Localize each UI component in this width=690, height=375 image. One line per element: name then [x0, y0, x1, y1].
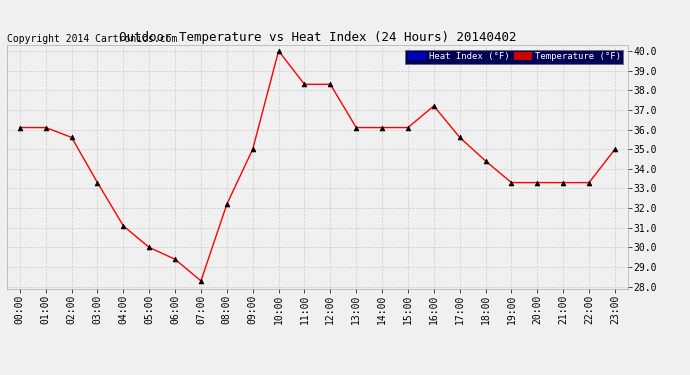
Title: Outdoor Temperature vs Heat Index (24 Hours) 20140402: Outdoor Temperature vs Heat Index (24 Ho… — [119, 31, 516, 44]
Legend: Heat Index (°F), Temperature (°F): Heat Index (°F), Temperature (°F) — [405, 50, 623, 64]
Text: Copyright 2014 Cartronics.com: Copyright 2014 Cartronics.com — [7, 34, 177, 44]
